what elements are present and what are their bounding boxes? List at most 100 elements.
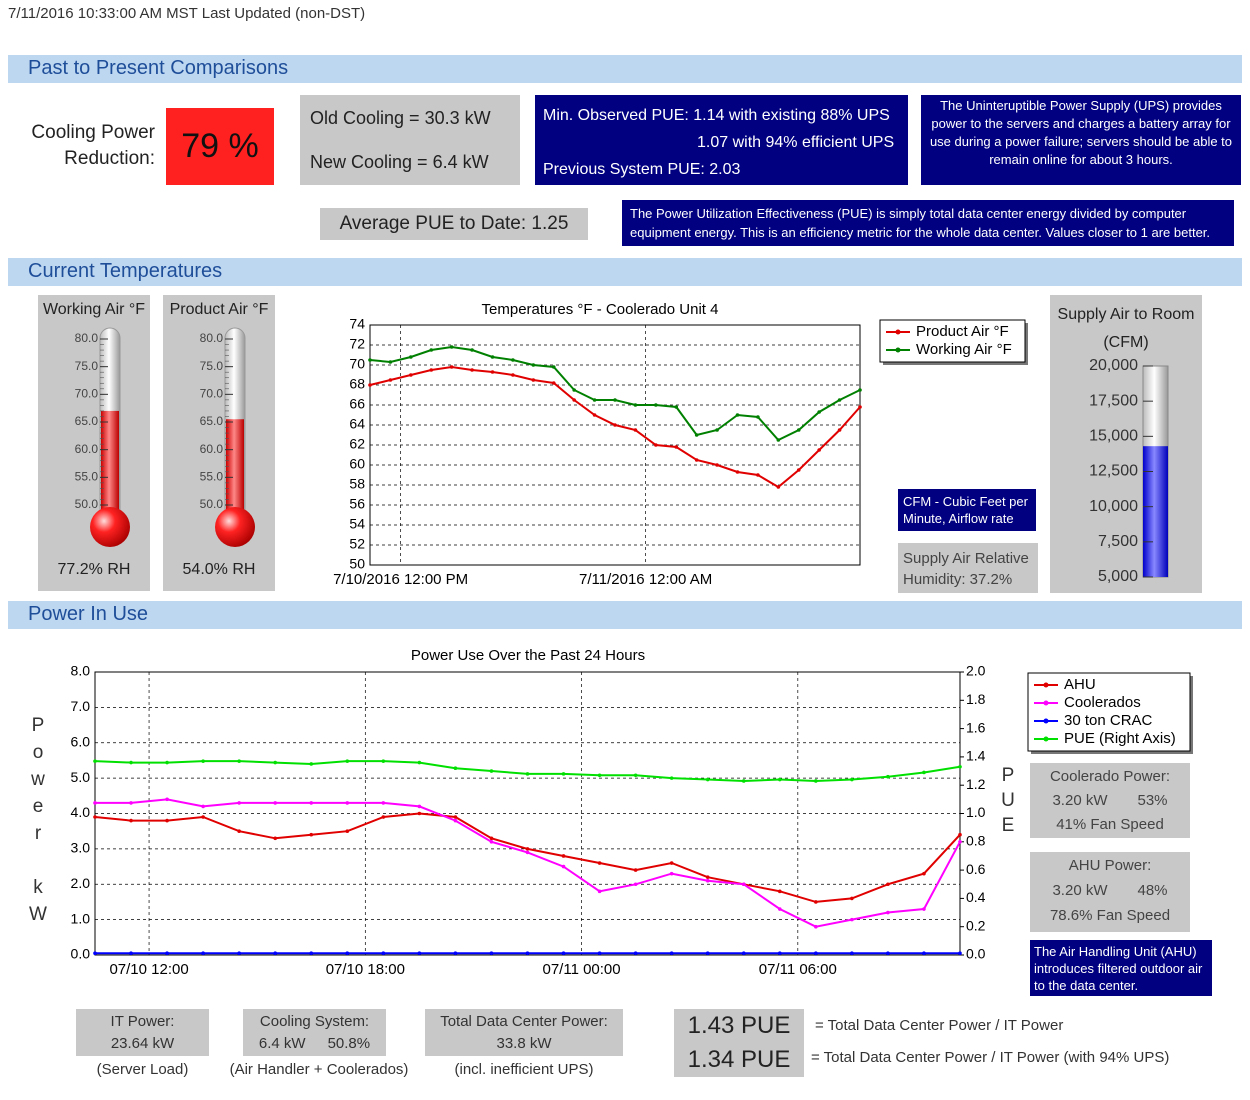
y-tick-label: 74 [349,316,365,332]
x-tick-label: 7/11/2016 12:00 AM [579,571,712,588]
point [470,368,474,372]
x-tick-label: 7/10/2016 12:00 PM [333,571,468,588]
card-title: IT Power: [110,1013,175,1030]
point [201,759,205,763]
legend-label: Working Air °F [916,341,1012,358]
y-tick-label: 50 [349,556,365,572]
card-caption: (Air Handler + Coolerados) [229,1061,409,1078]
card-fan: 41% Fan Speed [1056,816,1164,833]
legend-label: 30 ton CRAC [1064,712,1153,729]
y2-tick-label: 1.4 [966,748,986,764]
y-tick-label: 54 [349,516,365,532]
point [958,765,962,769]
point [694,433,699,437]
point [654,403,658,407]
point [368,358,372,362]
legend-marker [895,347,901,353]
point [273,951,278,956]
card-title: Total Data Center Power: [440,1013,608,1030]
point [309,832,314,837]
coolerado-card: Coolerado Power: 3.20 kW 53% 41% Fan Spee… [1030,763,1190,838]
total-card: Total Data Center Power: 33.8 kW [425,1009,623,1056]
y-tick-label: 6.0 [71,733,91,749]
point [409,355,413,359]
cooling-box: Old Cooling = 30.3 kW New Cooling = 6.4 … [300,95,520,185]
y-axis-label: Power kW [28,715,49,931]
y-tick-label: 60 [349,456,365,472]
point [886,910,890,915]
point [694,458,699,462]
legend-label: Coolerados [1064,694,1141,711]
pue-box: Min. Observed PUE: 1.14 with existing 88… [535,95,908,185]
point [715,463,719,467]
point [511,373,515,377]
point [470,348,474,352]
point [597,889,602,894]
card-pct: 48% [1137,882,1168,899]
cooling-label: Cooling Power Reduction: [0,120,155,172]
point [561,864,566,869]
x-tick-label: 07/11 06:00 [759,961,837,978]
point [129,951,133,956]
point [409,373,413,377]
chart-title: Temperatures °F - Coolerado Unit 4 [482,301,719,318]
point [922,871,926,876]
point [381,759,386,763]
y-tick-label: 72 [349,336,365,352]
section-bar: Current Temperatures [8,258,1242,286]
point [417,951,422,956]
point [429,348,434,352]
card-value: 23.64 kW [110,1035,175,1052]
point [93,759,97,763]
legend-shadow [1031,676,1193,754]
point [345,829,350,833]
point [273,836,278,841]
point [958,951,962,956]
point [756,473,760,477]
point [777,889,782,894]
point [741,882,746,887]
point [345,801,350,805]
point [837,398,842,402]
legend-marker [895,329,901,335]
y2-tick-label: 0.0 [966,946,986,962]
series-line [369,345,861,442]
card-kw: 6.4 kW [258,1035,306,1052]
y-tick-label: 0.0 [71,946,91,962]
legend-label: AHU [1064,676,1096,693]
point [489,840,494,844]
y2-tick-label: 0.6 [966,861,986,877]
y2-tick-label: 1.6 [966,719,986,735]
point [129,818,133,823]
point [429,368,434,372]
card-caption: (Server Load) [96,1061,189,1078]
card-pct: 50.8% [327,1035,371,1052]
point [388,360,393,364]
point [705,951,710,956]
y-tick-label: 3.0 [71,840,91,856]
point [511,358,515,362]
point [129,801,133,805]
pue-formula: = Total Data Center Power / IT Power (wi… [811,1049,1170,1066]
point [561,854,566,858]
point [741,882,746,887]
point [201,804,205,809]
card-kw: 3.20 kW [1052,882,1108,899]
point [449,365,454,369]
card-value: 33.8 kW [496,1035,552,1052]
chart-title: Power Use Over the Past 24 Hours [411,647,645,664]
label-line: Reduction: [64,148,155,169]
point [381,815,386,819]
point [613,398,617,402]
point [817,410,821,414]
point [669,871,674,876]
legend-marker [1043,736,1049,742]
point [165,797,169,802]
point [633,428,638,432]
point [572,398,576,402]
series-line [94,812,961,903]
point [814,924,818,929]
point [525,850,530,855]
new-cooling: New Cooling = 6.4 kW [310,152,489,172]
y-tick-label: 62 [349,436,365,452]
